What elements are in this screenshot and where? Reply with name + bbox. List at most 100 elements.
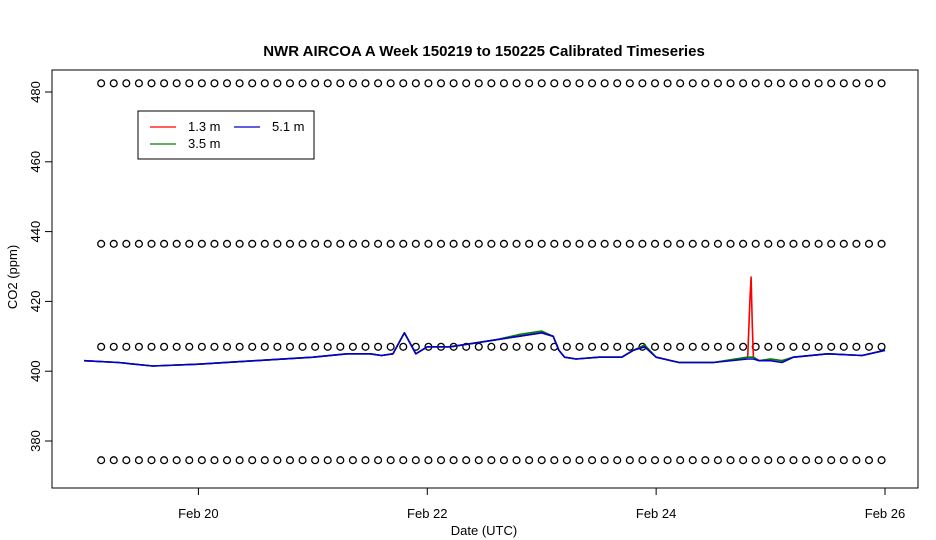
marker-point — [801, 342, 811, 351]
marker-point — [399, 456, 408, 465]
marker-point — [248, 342, 257, 351]
marker-point — [260, 456, 269, 465]
marker-point — [122, 79, 131, 88]
marker-point — [374, 342, 383, 351]
marker-point — [134, 79, 143, 88]
marker-point — [197, 456, 206, 465]
marker-point — [588, 456, 597, 465]
marker-point — [575, 456, 584, 465]
marker-point — [462, 79, 471, 88]
marker-point — [386, 456, 395, 465]
marker-point — [260, 79, 269, 88]
marker-point — [97, 79, 106, 88]
marker-point — [562, 342, 571, 351]
marker-point — [588, 79, 597, 88]
marker-point — [764, 342, 773, 351]
marker-point — [348, 456, 357, 465]
marker-point — [462, 239, 471, 248]
marker-point — [185, 239, 194, 248]
marker-point — [172, 456, 181, 465]
marker-point — [713, 239, 722, 248]
marker-point — [764, 239, 773, 248]
marker-point — [399, 79, 408, 88]
marker-point — [676, 79, 685, 88]
marker-point — [336, 79, 345, 88]
marker-point — [197, 79, 206, 88]
marker-point — [688, 239, 697, 248]
legend-box — [137, 110, 315, 160]
marker-point — [248, 456, 257, 465]
marker-point — [361, 456, 370, 465]
y-axis: 380 400 420 440 460 480 — [28, 81, 53, 452]
marker-point — [134, 239, 143, 248]
marker-point — [147, 456, 156, 465]
marker-point — [789, 456, 798, 465]
marker-point — [361, 239, 370, 248]
marker-point — [676, 239, 685, 248]
marker-point — [487, 79, 496, 88]
marker-point — [713, 456, 722, 465]
marker-point — [210, 239, 219, 248]
legend-label: 3.5 m — [188, 136, 221, 151]
marker-point — [562, 456, 571, 465]
marker-point — [399, 342, 408, 351]
marker-point — [638, 79, 647, 88]
marker-point — [323, 342, 332, 351]
marker-point — [487, 456, 496, 465]
marker-point — [776, 79, 785, 88]
marker-point — [839, 456, 848, 465]
marker-point — [462, 342, 471, 351]
marker-point — [197, 342, 206, 351]
marker-point — [197, 239, 206, 248]
marker-point — [386, 79, 395, 88]
marker-point — [751, 456, 760, 465]
marker-point — [726, 456, 735, 465]
marker-point — [273, 342, 282, 351]
marker-point — [864, 79, 874, 88]
marker-point — [789, 239, 798, 248]
marker-point — [273, 79, 282, 88]
marker-point — [285, 456, 295, 465]
marker-point — [122, 239, 131, 248]
marker-point — [537, 342, 546, 351]
marker-point — [222, 79, 232, 88]
marker-point — [663, 239, 672, 248]
marker-point — [827, 239, 836, 248]
marker-point — [625, 342, 634, 351]
marker-point — [285, 342, 295, 351]
marker-point — [512, 342, 521, 351]
x-tick-label: Feb 22 — [407, 506, 447, 521]
marker-point — [776, 342, 785, 351]
marker-point — [726, 342, 735, 351]
marker-point — [386, 342, 395, 351]
marker-point — [424, 239, 433, 248]
marker-point — [185, 342, 194, 351]
marker-point — [713, 79, 722, 88]
marker-point — [424, 79, 433, 88]
marker-point — [210, 342, 219, 351]
marker-point — [776, 456, 785, 465]
marker-point — [575, 342, 584, 351]
marker-point — [374, 239, 383, 248]
marker-point — [222, 342, 232, 351]
marker-point — [160, 239, 169, 248]
marker-point — [172, 239, 181, 248]
marker-point — [839, 239, 848, 248]
marker-point — [210, 79, 219, 88]
marker-point — [726, 239, 735, 248]
marker-point — [462, 456, 471, 465]
marker-point — [852, 79, 861, 88]
marker-point — [600, 342, 609, 351]
marker-point — [814, 342, 823, 351]
y-tick-label: 400 — [28, 360, 43, 382]
marker-point — [499, 342, 509, 351]
marker-rows — [97, 79, 886, 465]
marker-point — [877, 342, 886, 351]
marker-point — [109, 239, 118, 248]
legend-label: 1.3 m — [188, 119, 221, 134]
marker-point — [550, 79, 559, 88]
marker-point — [336, 342, 345, 351]
series-line-5-1-m — [83, 331, 886, 367]
marker-point — [600, 79, 609, 88]
